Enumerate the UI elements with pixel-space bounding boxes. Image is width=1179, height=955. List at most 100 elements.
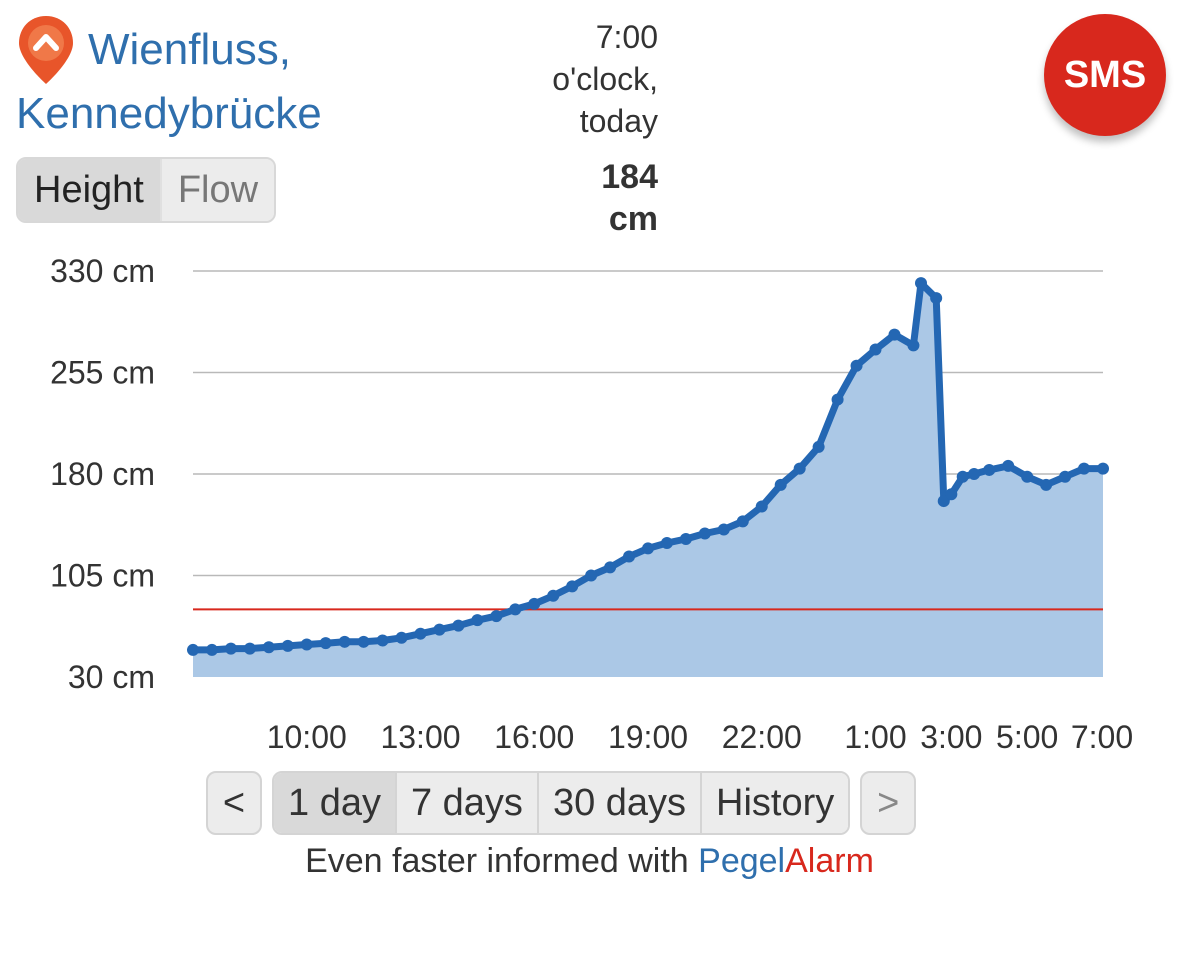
reading-time-suffix: o'clock, [552,61,658,97]
height-tab[interactable]: Height [18,159,160,221]
data-point [604,561,617,574]
data-point [433,623,446,636]
station-name[interactable]: Wienfluss, Kennedybrücke [16,18,436,146]
y-tick-label: 105 cm [50,558,155,594]
data-point [357,635,370,648]
data-point [945,488,958,501]
data-point [968,468,981,480]
x-tick-label: 13:00 [380,719,460,755]
promo-text: Even faster informed with [305,842,699,880]
data-point [956,470,969,483]
sms-button[interactable]: SMS [1044,14,1166,136]
promo-footer[interactable]: Even faster informed with PegelAlarm [0,842,1179,881]
range-selector: 1 day 7 days 30 days History [272,771,851,835]
range-history-button[interactable]: History [700,773,849,833]
x-tick-label: 16:00 [494,719,574,755]
data-point [205,643,218,656]
reading-time-hour: 7:00 [595,19,658,55]
data-point [888,328,901,341]
data-point [585,569,598,582]
data-point [224,642,237,655]
data-point [1002,459,1015,472]
data-point [490,610,503,623]
reading-time: 7:00 o'clock, today [470,16,658,142]
data-point [623,550,636,563]
x-tick-label: 10:00 [267,719,347,755]
water-level-chart: 330 cm 255 cm 180 cm 105 cm 30 cm 10:00 13:00… [50,253,1133,755]
x-tick-label: 5:00 [996,719,1058,755]
data-point [679,532,692,545]
data-point [376,634,389,647]
series-line [189,279,1107,654]
data-point [915,277,927,290]
current-reading: 184 cm [470,156,658,240]
reading-time-day: today [579,103,658,139]
brand-pegel: Pegel [698,842,786,880]
range-navigation: < 1 day 7 days 30 days History > [206,771,917,835]
data-point [471,614,484,627]
data-point [300,638,313,651]
range-7-days-button[interactable]: 7 days [394,773,537,833]
data-point [930,292,943,305]
brand-alarm: Alarm [785,842,874,880]
data-point [717,523,730,536]
y-tick-label: 180 cm [50,456,155,492]
y-axis-labels: 330 cm 255 cm 180 cm 105 cm 30 cm [50,253,155,695]
data-point [187,643,199,656]
x-axis-labels: 10:00 13:00 16:00 19:00 22:00 1:00 3:00 5:00 7:0… [267,719,1133,755]
x-tick-label: 22:00 [722,719,802,755]
y-tick-label: 330 cm [50,253,155,289]
range-1-day-button[interactable]: 1 day [274,773,395,833]
data-point [528,597,541,610]
x-tick-label: 3:00 [920,719,982,755]
data-point [338,635,351,648]
data-point [319,637,332,650]
data-point [262,641,275,654]
data-point [395,631,408,644]
current-reading-value: 184 [601,158,658,196]
data-point [774,478,787,491]
data-point [907,339,920,352]
data-point [831,393,844,406]
flow-tab[interactable]: Flow [159,159,275,221]
data-point [812,440,825,453]
previous-range-button[interactable]: < [206,771,262,835]
y-tick-label: 255 cm [50,355,155,391]
data-point [642,542,654,555]
data-point [1021,470,1034,483]
station-name-line1: Wienfluss, [88,25,291,74]
metric-toggle: Height Flow [16,157,277,223]
data-point [1078,462,1091,475]
data-point [281,639,294,652]
data-point [509,603,522,616]
data-point [698,527,711,540]
y-tick-label: 30 cm [68,659,155,695]
data-point [1040,478,1053,491]
data-point [1059,470,1072,483]
location-pin-icon [19,16,73,84]
data-point [793,462,806,475]
next-range-button[interactable]: > [860,771,917,835]
x-tick-label: 19:00 [608,719,688,755]
data-point [1097,462,1109,475]
data-point [736,515,749,528]
x-tick-label: 7:00 [1071,719,1133,755]
series-area [193,283,1103,677]
data-point [547,589,560,602]
station-name-line2: Kennedybrücke [16,89,322,138]
data-point [869,343,882,356]
data-point [414,627,427,640]
data-point [452,619,465,632]
current-reading-unit: cm [608,200,658,238]
data-point [243,642,256,655]
data-point [755,500,768,513]
chart-line [189,279,1107,654]
data-point [983,463,996,476]
data-point [850,359,863,372]
chart-points [187,277,1109,656]
data-point [660,537,673,550]
x-tick-label: 1:00 [844,719,906,755]
chart-area [193,283,1103,677]
range-30-days-button[interactable]: 30 days [536,773,701,833]
data-point [566,580,579,593]
